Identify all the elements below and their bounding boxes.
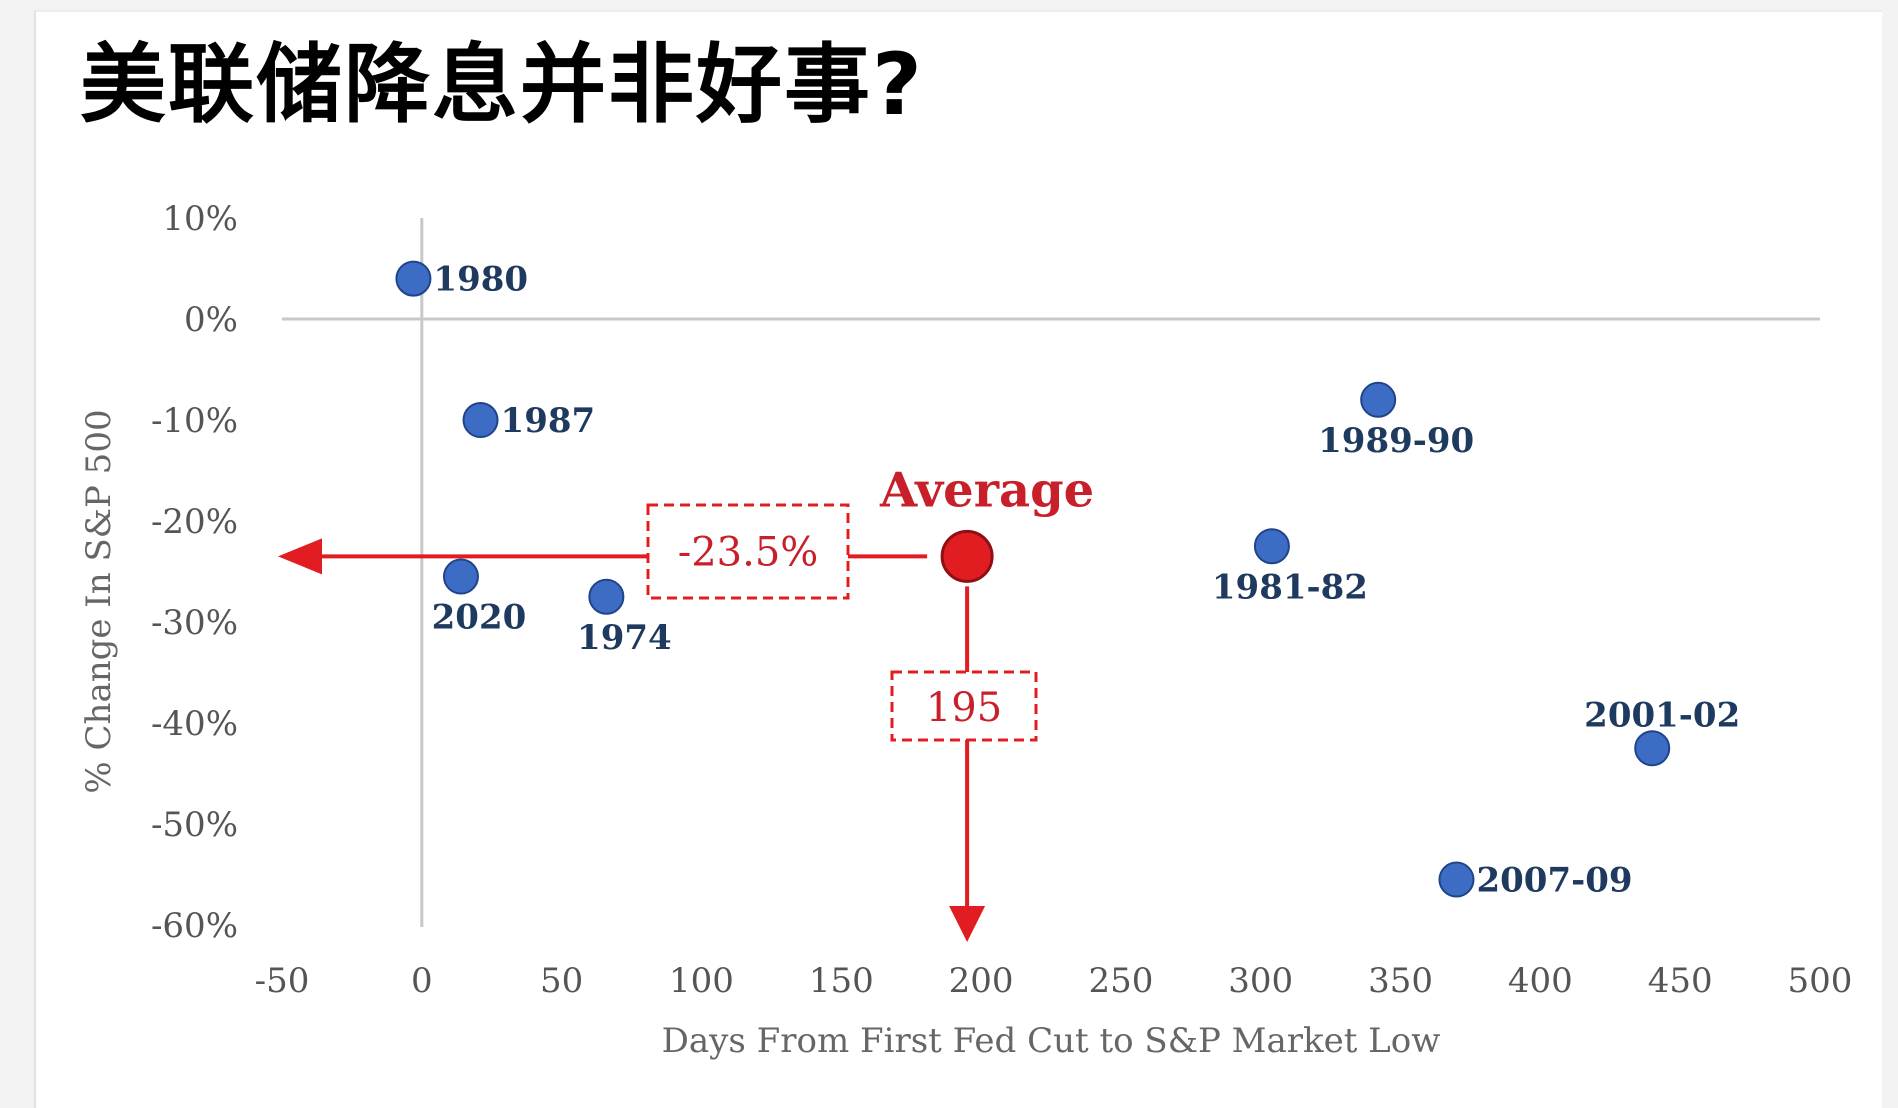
x-tick-label: 150 bbox=[809, 961, 874, 1001]
average-y-box bbox=[646, 503, 850, 600]
average-annotation: -23.5% 195 Average bbox=[278, 462, 1094, 942]
x-tick-label: 400 bbox=[1508, 961, 1573, 1001]
data-point bbox=[588, 578, 625, 615]
data-point bbox=[395, 260, 432, 297]
average-x-arrowhead bbox=[949, 906, 986, 942]
x-tick-label: 50 bbox=[540, 961, 583, 1001]
axes bbox=[282, 218, 1820, 927]
tick-labels: 10% 0% -10% -20% -30% -40% -50% -60% -50 0 50 100 15… bbox=[151, 199, 1853, 1001]
y-tick-label: -10% bbox=[151, 401, 238, 441]
data-point bbox=[1360, 381, 1397, 418]
y-tick-label: 10% bbox=[162, 199, 238, 239]
y-tick-label: -60% bbox=[151, 906, 238, 946]
headline: 美联储降息并非好事? bbox=[80, 35, 924, 135]
data-point bbox=[1253, 528, 1290, 565]
data-point bbox=[1438, 861, 1475, 898]
data-points: 1980 1987 2020 1974 1981-82 1989-90 2001-02 200… bbox=[395, 260, 1740, 901]
x-tick-label: 300 bbox=[1228, 961, 1293, 1001]
x-tick-label: 0 bbox=[411, 961, 433, 1001]
y-axis-title: % Change In S&P 500 bbox=[79, 409, 119, 793]
x-tick-label: 200 bbox=[949, 961, 1014, 1001]
data-point-label: 2007-09 bbox=[1476, 861, 1632, 901]
x-tick-label: 250 bbox=[1088, 961, 1153, 1001]
average-y-value: -23.5% bbox=[678, 530, 819, 576]
x-tick-label: 450 bbox=[1648, 961, 1713, 1001]
x-axis-title: Days From First Fed Cut to S&P Market Lo… bbox=[662, 1021, 1441, 1061]
data-point-label: 1987 bbox=[501, 401, 596, 441]
y-tick-label: -50% bbox=[151, 805, 238, 845]
average-point bbox=[940, 529, 994, 583]
average-x-value: 195 bbox=[926, 685, 1002, 731]
average-x-box bbox=[890, 670, 1038, 742]
x-tick-label: -50 bbox=[255, 961, 310, 1001]
x-tick-label: 350 bbox=[1368, 961, 1433, 1001]
x-tick-label: 500 bbox=[1788, 961, 1853, 1001]
data-point-label: 2001-02 bbox=[1584, 695, 1740, 735]
data-point bbox=[442, 558, 479, 595]
data-point-label: 2020 bbox=[432, 598, 527, 638]
data-point bbox=[1634, 730, 1671, 767]
data-point-label: 1981-82 bbox=[1212, 567, 1368, 607]
y-tick-label: 0% bbox=[184, 300, 238, 340]
y-tick-label: -30% bbox=[151, 603, 238, 643]
y-tick-label: -40% bbox=[151, 704, 238, 744]
data-point-label: 1974 bbox=[577, 618, 672, 658]
data-point bbox=[462, 402, 499, 438]
data-point-label: 1989-90 bbox=[1318, 421, 1474, 461]
x-tick-label: 100 bbox=[669, 961, 734, 1001]
y-tick-label: -20% bbox=[151, 502, 238, 542]
average-y-arrowhead bbox=[278, 538, 322, 575]
average-label: Average bbox=[879, 462, 1094, 518]
data-point-label: 1980 bbox=[433, 260, 528, 300]
